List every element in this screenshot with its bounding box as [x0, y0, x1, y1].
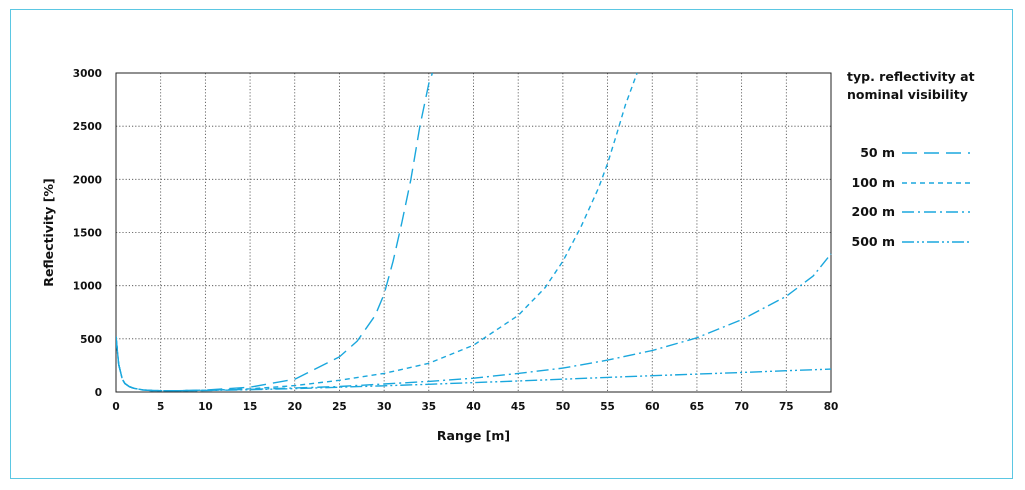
series-line-500-m — [116, 336, 832, 392]
y-axis-label: Reflectivity [%] — [41, 178, 56, 286]
x-tick-label: 30 — [377, 401, 392, 413]
legend-title-line-1: typ. reflectivity at — [847, 69, 975, 84]
x-tick-label: 10 — [198, 401, 213, 413]
x-tick-label: 5 — [157, 401, 164, 413]
x-tick-label: 0 — [112, 401, 119, 413]
x-tick-label: 15 — [243, 401, 258, 413]
x-tick-label: 45 — [511, 401, 526, 413]
y-tick-label: 1000 — [73, 281, 102, 293]
x-tick-label: 25 — [332, 401, 347, 413]
x-tick-labels: 0 5 10 15 20 25 30 35 40 45 50 55 60 65 70 75 80 — [112, 401, 838, 413]
x-tick-label: 35 — [422, 401, 437, 413]
series-lines — [116, 72, 832, 392]
legend: 50 m 100 m 200 m 500 m — [852, 145, 970, 249]
y-tick-label: 500 — [80, 334, 102, 346]
y-tick-label: 3000 — [73, 68, 102, 80]
x-tick-label: 75 — [779, 401, 794, 413]
chart-frame — [10, 9, 1013, 479]
series-line-50-m — [116, 72, 434, 392]
x-tick-label: 80 — [824, 401, 839, 413]
x-tick-label: 55 — [600, 401, 615, 413]
x-tick-label: 70 — [734, 401, 749, 413]
x-tick-label: 60 — [645, 401, 660, 413]
grid-lines — [116, 73, 831, 392]
legend-label: 200 m — [852, 204, 895, 219]
plot-border — [115, 72, 832, 393]
legend-label: 50 m — [860, 145, 895, 160]
legend-label: 100 m — [852, 175, 895, 190]
x-tick-label: 65 — [690, 401, 705, 413]
y-tick-label: 2500 — [73, 121, 102, 133]
y-tick-label: 1500 — [73, 228, 102, 240]
x-tick-label: 50 — [556, 401, 571, 413]
x-axis-label: Range [m] — [437, 428, 510, 443]
x-tick-label: 40 — [466, 401, 481, 413]
y-tick-label: 2000 — [73, 174, 102, 186]
series-line-200-m — [116, 253, 832, 392]
x-tick-label: 20 — [287, 401, 302, 413]
y-tick-label: 0 — [95, 387, 102, 399]
y-tick-labels: 0 500 1000 1500 2000 2500 3000 — [73, 68, 102, 399]
legend-title-line-2: nominal visibility — [847, 87, 968, 102]
legend-label: 500 m — [852, 234, 895, 249]
series-line-100-m — [116, 72, 638, 392]
